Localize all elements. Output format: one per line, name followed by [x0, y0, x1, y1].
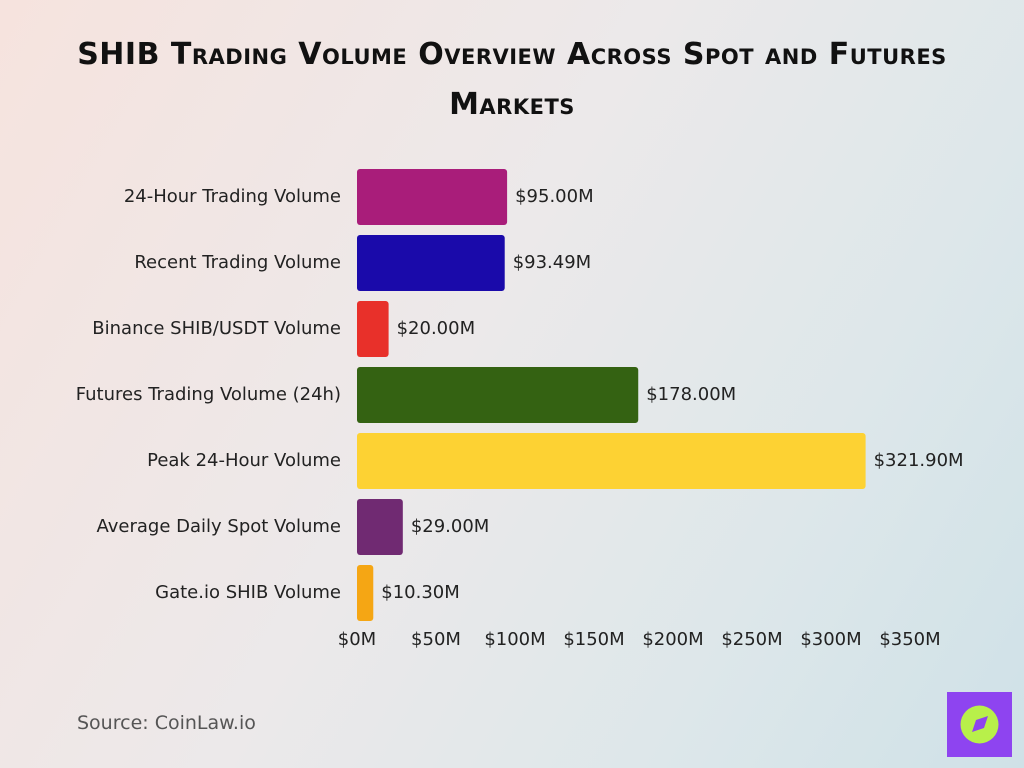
bar — [357, 235, 505, 291]
y-tick-label: Average Daily Spot Volume — [97, 516, 342, 537]
y-tick-label: Binance SHIB/USDT Volume — [92, 318, 341, 339]
x-tick-label: $0M — [338, 629, 376, 650]
y-tick-label: Futures Trading Volume (24h) — [76, 384, 341, 405]
bar — [357, 367, 639, 423]
bar — [357, 169, 508, 225]
source-note: Source: CoinLaw.io — [77, 712, 256, 734]
value-label: $20.00M — [397, 318, 476, 339]
y-tick-label: 24-Hour Trading Volume — [124, 186, 341, 207]
bar — [357, 433, 866, 489]
x-tick-label: $50M — [411, 629, 461, 650]
chart-title: SHIB Trading Volume Overview Across Spot… — [77, 37, 947, 122]
bar — [357, 499, 403, 555]
value-label: $321.90M — [874, 450, 964, 471]
y-tick-label: Peak 24-Hour Volume — [147, 450, 341, 471]
x-tick-label: $350M — [879, 629, 940, 650]
value-label: $93.49M — [513, 252, 592, 273]
x-tick-label: $300M — [800, 629, 861, 650]
bar — [357, 301, 389, 357]
value-label: $10.30M — [381, 582, 460, 603]
y-tick-label: Gate.io SHIB Volume — [155, 582, 341, 603]
value-label: $178.00M — [646, 384, 736, 405]
x-tick-label: $250M — [721, 629, 782, 650]
y-tick-label: Recent Trading Volume — [134, 252, 341, 273]
value-label: $95.00M — [515, 186, 594, 207]
x-tick-label: $150M — [563, 629, 624, 650]
value-label: $29.00M — [411, 516, 490, 537]
x-tick-label: $200M — [642, 629, 703, 650]
bar — [357, 565, 374, 621]
x-tick-label: $100M — [484, 629, 545, 650]
